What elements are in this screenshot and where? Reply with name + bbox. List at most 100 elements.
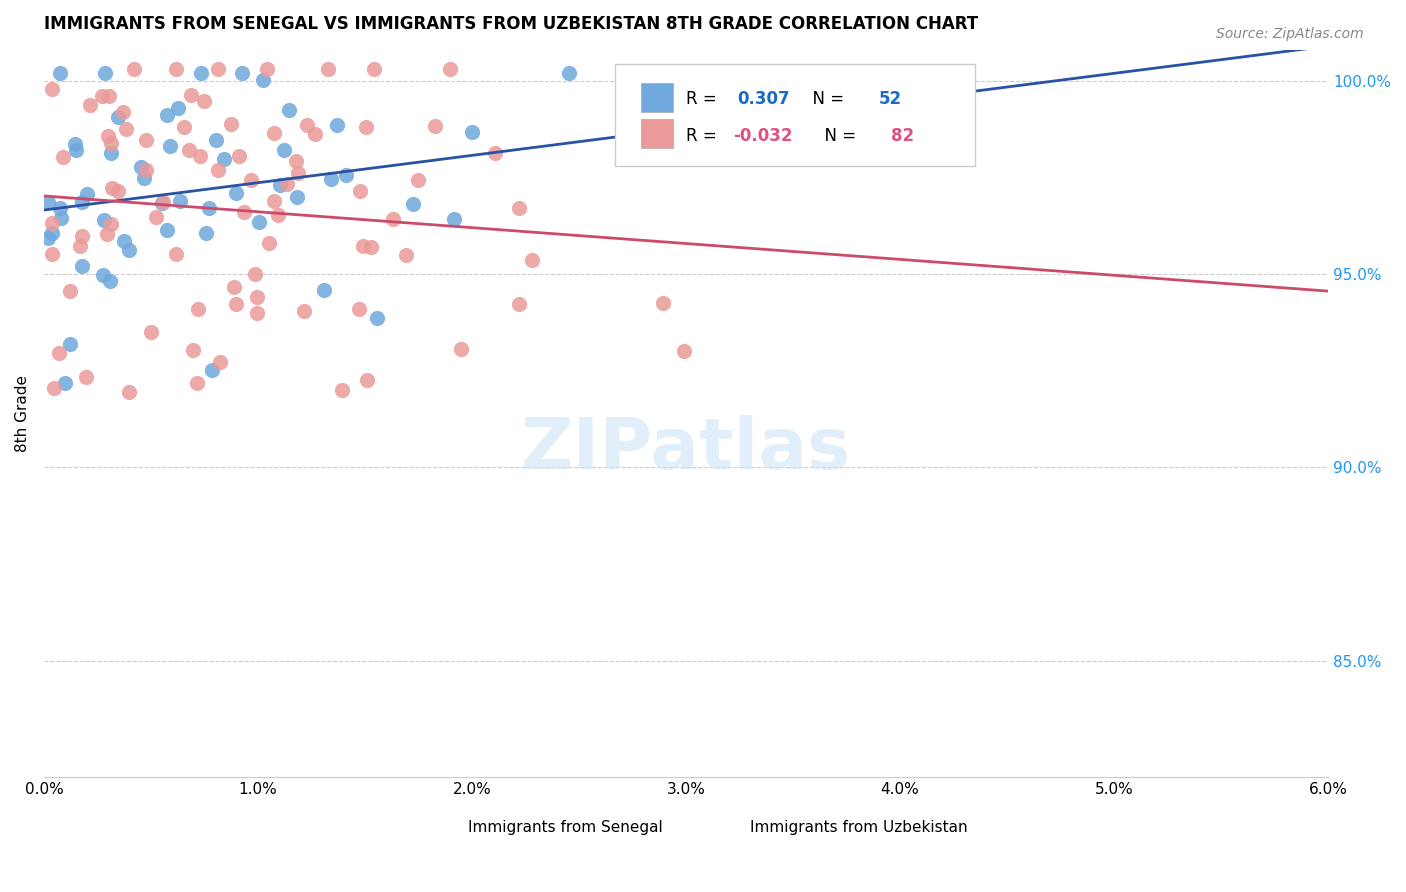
Point: [225, 297, 247, 311]
Point: [520, 253, 543, 268]
Point: [263, 194, 285, 209]
Point: [156, 108, 179, 122]
Point: [277, 103, 299, 117]
Text: 82: 82: [891, 127, 915, 145]
Point: [246, 305, 269, 319]
Point: [297, 118, 319, 132]
Point: [673, 344, 696, 359]
Point: [93, 213, 115, 227]
Point: [79, 98, 101, 112]
Text: Immigrants from Uzbekistan: Immigrants from Uzbekistan: [751, 821, 967, 835]
Point: [508, 296, 530, 310]
Point: [70, 229, 93, 244]
Point: [285, 190, 308, 204]
Point: [100, 136, 122, 150]
Point: [287, 166, 309, 180]
Point: [319, 172, 342, 186]
Point: [180, 87, 202, 102]
Point: [98, 89, 121, 103]
Text: R =: R =: [686, 127, 723, 145]
Point: [225, 186, 247, 201]
Point: [49, 66, 72, 80]
Point: [181, 343, 204, 357]
Point: [266, 209, 288, 223]
Point: [360, 240, 382, 254]
Point: [101, 180, 124, 194]
Text: Source: ZipAtlas.com: Source: ZipAtlas.com: [1216, 27, 1364, 41]
Point: [304, 127, 326, 141]
Point: [173, 120, 195, 134]
Point: [118, 384, 141, 399]
Point: [257, 235, 280, 250]
FancyBboxPatch shape: [616, 64, 974, 166]
Point: [52, 150, 75, 164]
Point: [187, 301, 209, 316]
Point: [115, 122, 138, 136]
Point: [439, 62, 461, 77]
Point: [48, 202, 70, 216]
Point: [124, 62, 146, 77]
Point: [326, 118, 349, 132]
Point: [96, 227, 118, 241]
Point: [118, 243, 141, 257]
Point: [76, 187, 98, 202]
Point: [70, 194, 93, 209]
Text: N =: N =: [801, 90, 849, 108]
Point: [460, 125, 482, 139]
Point: [159, 139, 181, 153]
Point: [107, 111, 129, 125]
Point: [135, 133, 157, 147]
Point: [292, 303, 315, 318]
Point: [98, 275, 121, 289]
Point: [75, 369, 97, 384]
Point: [240, 173, 263, 187]
Point: [352, 239, 374, 253]
Point: [209, 354, 232, 368]
FancyBboxPatch shape: [641, 119, 673, 148]
Point: [91, 88, 114, 103]
Point: [112, 234, 135, 248]
Point: [263, 126, 285, 140]
Point: [231, 66, 253, 80]
Point: [425, 119, 447, 133]
Point: [443, 211, 465, 226]
Point: [65, 143, 87, 157]
Point: [100, 145, 122, 160]
Point: [276, 178, 298, 192]
Point: [222, 280, 245, 294]
Point: [205, 133, 228, 147]
Point: [401, 197, 423, 211]
Point: [212, 152, 235, 166]
Point: [193, 95, 215, 109]
Point: [49, 211, 72, 225]
Point: [316, 62, 339, 77]
Point: [450, 342, 472, 356]
Point: [188, 149, 211, 163]
Point: [59, 337, 82, 351]
Point: [652, 296, 675, 310]
Point: [166, 101, 188, 115]
Point: [37, 231, 59, 245]
Point: [269, 178, 291, 192]
Point: [233, 205, 256, 219]
Point: [59, 285, 82, 299]
Y-axis label: 8th Grade: 8th Grade: [15, 375, 30, 452]
Point: [41, 82, 63, 96]
Point: [63, 136, 86, 151]
Point: [366, 311, 388, 326]
Point: [53, 376, 76, 390]
Point: [37, 195, 59, 210]
Point: [207, 62, 229, 77]
Point: [169, 194, 191, 208]
Point: [97, 129, 120, 144]
Point: [94, 66, 117, 80]
Point: [195, 226, 218, 240]
Point: [69, 239, 91, 253]
Point: [219, 117, 242, 131]
Point: [273, 143, 295, 157]
Point: [484, 145, 506, 160]
Text: 0.307: 0.307: [737, 90, 790, 108]
Point: [131, 160, 153, 174]
Point: [347, 302, 370, 317]
Point: [177, 143, 200, 157]
